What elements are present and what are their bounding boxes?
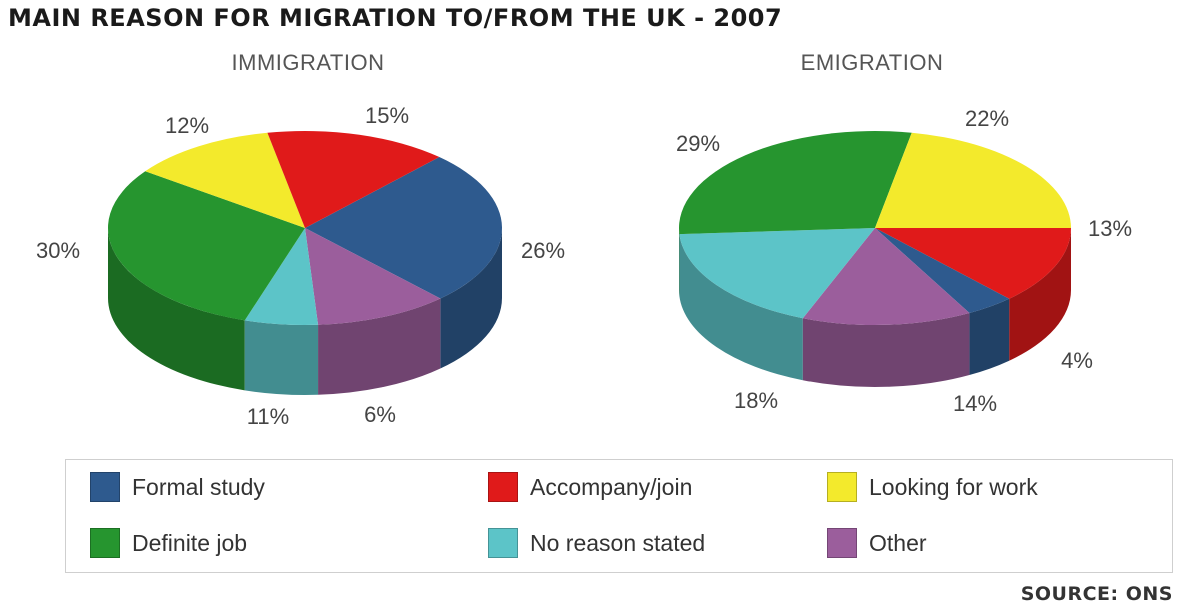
pie-emigration: 13% 4% 14% 18% 29% 22%: [676, 106, 1132, 416]
pie-side-formal-study: [440, 228, 502, 369]
legend-item-accompany-join: Accompany/join: [488, 470, 692, 504]
legend-item-formal-study: Formal study: [90, 470, 265, 504]
slice-label-formal-study: 4%: [1061, 348, 1093, 373]
pie-slice-no-reason-stated: [679, 228, 875, 319]
slice-label-definite-job: 30%: [36, 238, 80, 263]
pie-side-accompany-join: [1009, 228, 1071, 361]
source-note: SOURCE: ONS: [1020, 583, 1173, 605]
legend-label: Looking for work: [869, 473, 1038, 500]
pie-slice-accompany-join: [267, 131, 440, 228]
legend-label: Formal study: [132, 473, 265, 500]
legend-swatch: [90, 472, 120, 502]
legend-item-looking-for-work: Looking for work: [827, 470, 1038, 504]
pie-slice-formal-study: [305, 157, 502, 299]
pie-slice-accompany-join: [875, 228, 1071, 299]
pie-slice-definite-job: [108, 171, 305, 321]
legend-swatch: [488, 472, 518, 502]
legend-label: Other: [869, 529, 927, 556]
slice-label-no-reason-stated: 18%: [734, 388, 778, 413]
pie-slice-formal-study: [875, 228, 1010, 314]
pie-side-no-reason-stated: [244, 320, 319, 395]
legend-item-definite-job: Definite job: [90, 526, 247, 560]
pie-slice-looking-for-work: [145, 132, 305, 228]
legend-swatch: [90, 528, 120, 558]
legend-swatch: [827, 472, 857, 502]
legend-item-other: Other: [827, 526, 927, 560]
pie-side-other: [318, 298, 441, 395]
legend: Formal study Accompany/join Looking for …: [65, 459, 1173, 573]
pie-slice-definite-job: [679, 131, 912, 235]
pie-title-emigration: EMIGRATION: [800, 50, 944, 75]
pie-side-definite-job: [108, 228, 245, 391]
pie-side-other: [802, 313, 970, 387]
legend-item-no-reason-stated: No reason stated: [488, 526, 705, 560]
slice-label-accompany-join: 13%: [1088, 216, 1132, 241]
chart-title: MAIN REASON FOR MIGRATION TO/FROM THE UK…: [8, 4, 783, 32]
pie-title-immigration: IMMIGRATION: [231, 50, 385, 75]
slice-label-formal-study: 26%: [521, 238, 565, 263]
legend-label: Definite job: [132, 529, 248, 556]
pie-slice-other: [305, 228, 441, 325]
pie-charts: 26% 11% 6% 30% 12% 15% 13% 4% 14% 18% 29% 22%: [36, 103, 1132, 429]
pie-immigration: 26% 11% 6% 30% 12% 15%: [36, 103, 565, 429]
pie-side-no-reason-stated: [679, 234, 803, 381]
legend-label: Accompany/join: [530, 473, 693, 500]
legend-swatch: [827, 528, 857, 558]
slice-label-looking-for-work: 12%: [165, 113, 209, 138]
pie-slice-looking-for-work: [875, 132, 1071, 228]
pie-slice-other: [802, 228, 970, 325]
slice-label-looking-for-work: 22%: [965, 106, 1009, 131]
slice-label-definite-job: 29%: [676, 131, 720, 156]
slice-label-other: 11%: [247, 404, 289, 429]
slice-label-no-reason-stated: 6%: [364, 402, 396, 427]
pie-slice-no-reason-stated: [244, 228, 319, 325]
legend-swatch: [488, 528, 518, 558]
legend-label: No reason stated: [530, 529, 706, 556]
slice-label-other: 14%: [953, 391, 997, 416]
slice-label-accompany-join: 15%: [365, 103, 409, 128]
pie-side-formal-study: [969, 298, 1010, 376]
